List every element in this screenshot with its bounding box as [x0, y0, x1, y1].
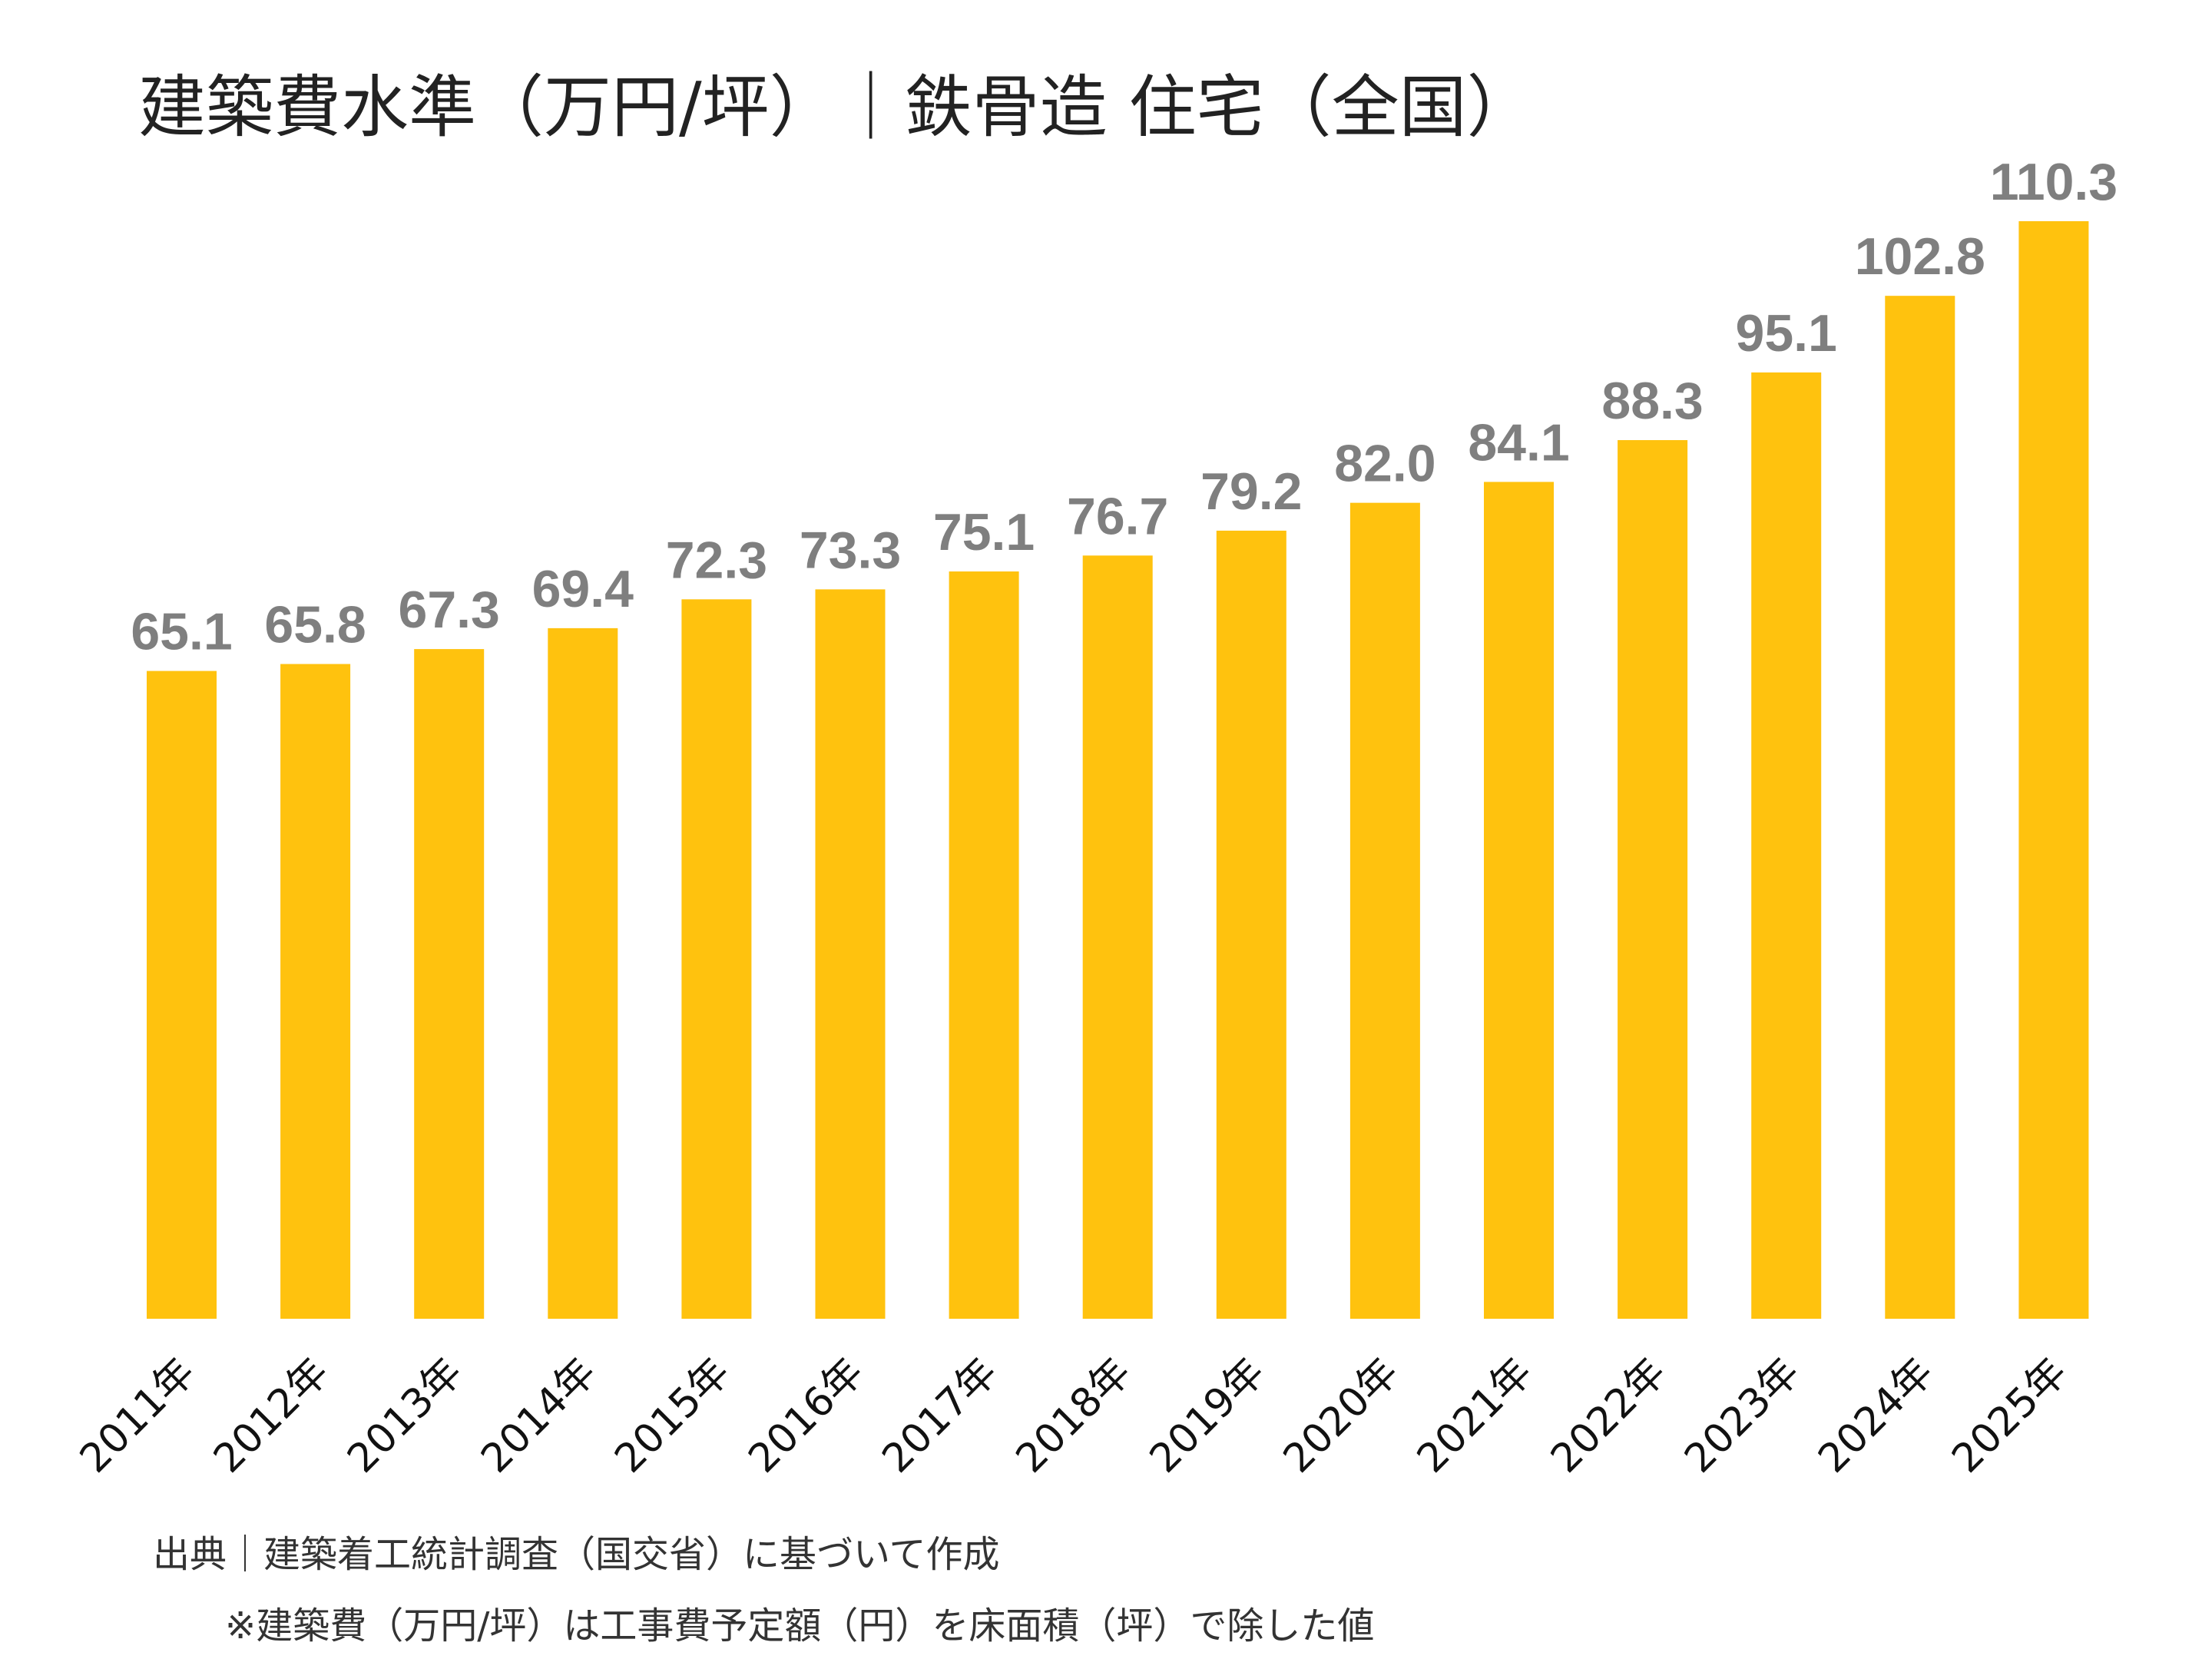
bar-2015年	[681, 599, 752, 1319]
bar-2022年	[1618, 440, 1688, 1319]
x-tick-label: 2025年	[1943, 1349, 2076, 1482]
value-label: 79.2	[1200, 462, 1302, 521]
value-label: 73.3	[800, 521, 901, 579]
value-label: 76.7	[1067, 487, 1168, 545]
definition-note: ※建築費（万円/坪）は工事費予定額（円）を床面積（坪）で除した値	[225, 1604, 1374, 1647]
bar-2014年	[548, 628, 618, 1319]
value-label: 88.3	[1601, 372, 1703, 430]
x-tick-label: 2021年	[1409, 1349, 1541, 1482]
bar-2016年	[815, 589, 886, 1319]
value-label: 65.1	[131, 603, 232, 661]
x-tick-label: 2019年	[1141, 1349, 1274, 1482]
value-label: 102.8	[1855, 227, 1985, 286]
source-note: 出典｜建築着工統計調査（国交省）に基づいて作成	[153, 1533, 1000, 1576]
value-label: 82.0	[1334, 435, 1435, 493]
bar-2024年	[1885, 296, 1955, 1320]
bar-2018年	[1082, 555, 1153, 1319]
x-tick-label: 2018年	[1008, 1349, 1141, 1482]
x-tick-label: 2024年	[1810, 1349, 1942, 1482]
value-label: 67.3	[399, 581, 500, 639]
x-tick-labels: 2011年 2012年 2013年 2014年 2015年 2016年 2017年 2018年…	[71, 1349, 2076, 1482]
bar-2012年	[280, 664, 351, 1319]
x-tick-label: 2013年	[339, 1349, 472, 1482]
x-tick-label: 2017年	[874, 1349, 1007, 1482]
bar-2011年	[147, 671, 217, 1319]
bar-2020年	[1349, 502, 1420, 1319]
bar-2025年	[2018, 221, 2089, 1319]
value-label: 69.4	[532, 560, 634, 618]
chart-title: 建築費水準（万円/坪）｜鉄骨造 住宅（全国）	[138, 68, 1535, 147]
bar-2013年	[414, 649, 485, 1319]
x-tick-label: 2014年	[472, 1349, 605, 1482]
x-tick-label: 2012年	[205, 1349, 338, 1482]
bar-2017年	[949, 571, 1019, 1319]
x-tick-label: 2015年	[606, 1349, 739, 1482]
value-label: 110.3	[1990, 153, 2118, 211]
value-labels: 65.1 65.8 67.3 69.4 72.3 73.3 75.1 76.7 79.2 82.0…	[131, 153, 2118, 661]
x-tick-label: 2011年	[71, 1349, 204, 1482]
x-tick-label: 2016年	[740, 1349, 873, 1482]
x-tick-label: 2023年	[1676, 1349, 1809, 1482]
value-label: 65.8	[264, 596, 366, 654]
value-label: 95.1	[1736, 304, 1837, 363]
x-tick-label: 2022年	[1542, 1349, 1675, 1482]
value-label: 84.1	[1468, 413, 1569, 472]
bar-2019年	[1216, 530, 1286, 1319]
bars	[147, 221, 2089, 1320]
x-tick-label: 2020年	[1275, 1349, 1408, 1482]
value-label: 75.1	[933, 503, 1035, 561]
value-label: 72.3	[666, 531, 767, 589]
bar-2023年	[1751, 372, 1822, 1319]
bar-2021年	[1484, 482, 1554, 1320]
